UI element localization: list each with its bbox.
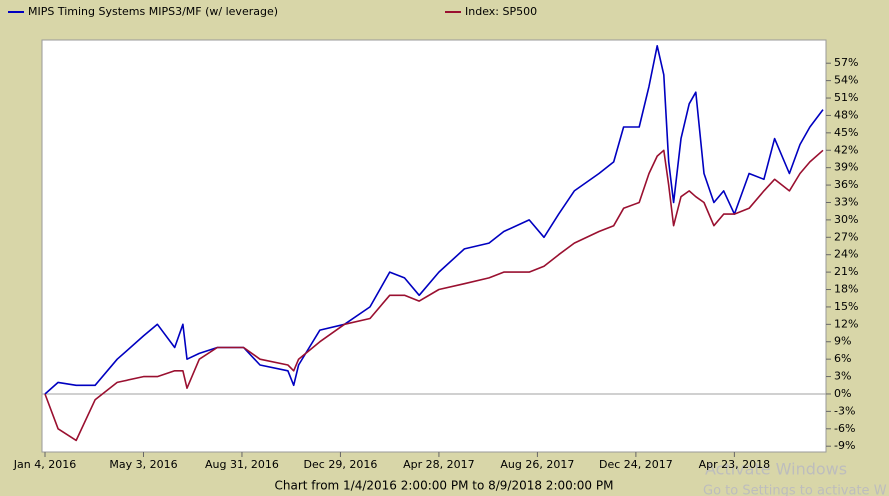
series-line — [44, 149, 824, 442]
watermark: Go to Settings to activate W — [703, 484, 887, 496]
watermark: Activate Windows — [705, 460, 847, 479]
legend: MIPS Timing Systems MIPS3/MF (w/ leverag… — [8, 5, 537, 18]
x-tick-label: Aug 31, 2016 — [205, 458, 279, 471]
x-tick-label: Apr 23, 2018 — [699, 458, 771, 471]
x-tick-label: May 3, 2016 — [109, 458, 177, 471]
y-tick-label: 33% — [834, 195, 858, 208]
x-tick-label: Dec 24, 2017 — [599, 458, 673, 471]
y-tick-label: 45% — [834, 126, 858, 139]
x-tick-label: Dec 29, 2016 — [304, 458, 378, 471]
y-tick-label: 21% — [834, 265, 858, 278]
legend-label: MIPS Timing Systems MIPS3/MF (w/ leverag… — [28, 5, 278, 18]
y-tick-label: 15% — [834, 300, 858, 313]
series-line — [44, 45, 824, 395]
y-tick-label: 57% — [834, 56, 858, 69]
y-tick-label: 39% — [834, 161, 858, 174]
footer: Chart from 1/4/2016 2:00:00 PM to 8/9/20… — [275, 479, 614, 493]
y-tick-label: 24% — [834, 248, 858, 261]
y-tick-label: 18% — [834, 283, 858, 296]
y-tick-label: 51% — [834, 91, 858, 104]
y-tick-label: -6% — [834, 422, 855, 435]
y-tick-label: -9% — [834, 439, 855, 452]
y-tick-label: 27% — [834, 230, 858, 243]
y-tick-label: 54% — [834, 74, 858, 87]
x-tick-label: Jan 4, 2016 — [13, 458, 76, 471]
x-tick-label: Apr 28, 2017 — [403, 458, 475, 471]
y-tick-label: 36% — [834, 178, 858, 191]
y-tick-label: 3% — [834, 370, 851, 383]
y-tick-label: 6% — [834, 352, 851, 365]
y-tick-label: 30% — [834, 213, 858, 226]
plot-area — [41, 39, 827, 453]
y-tick-label: -3% — [834, 404, 855, 417]
y-tick-label: 48% — [834, 108, 858, 121]
x-tick-label: Aug 26, 2017 — [500, 458, 574, 471]
y-tick-label: 12% — [834, 317, 858, 330]
legend-label: Index: SP500 — [465, 5, 537, 18]
y-tick-label: 42% — [834, 143, 858, 156]
y-tick-label: 0% — [834, 387, 851, 400]
y-tick-label: 9% — [834, 335, 851, 348]
